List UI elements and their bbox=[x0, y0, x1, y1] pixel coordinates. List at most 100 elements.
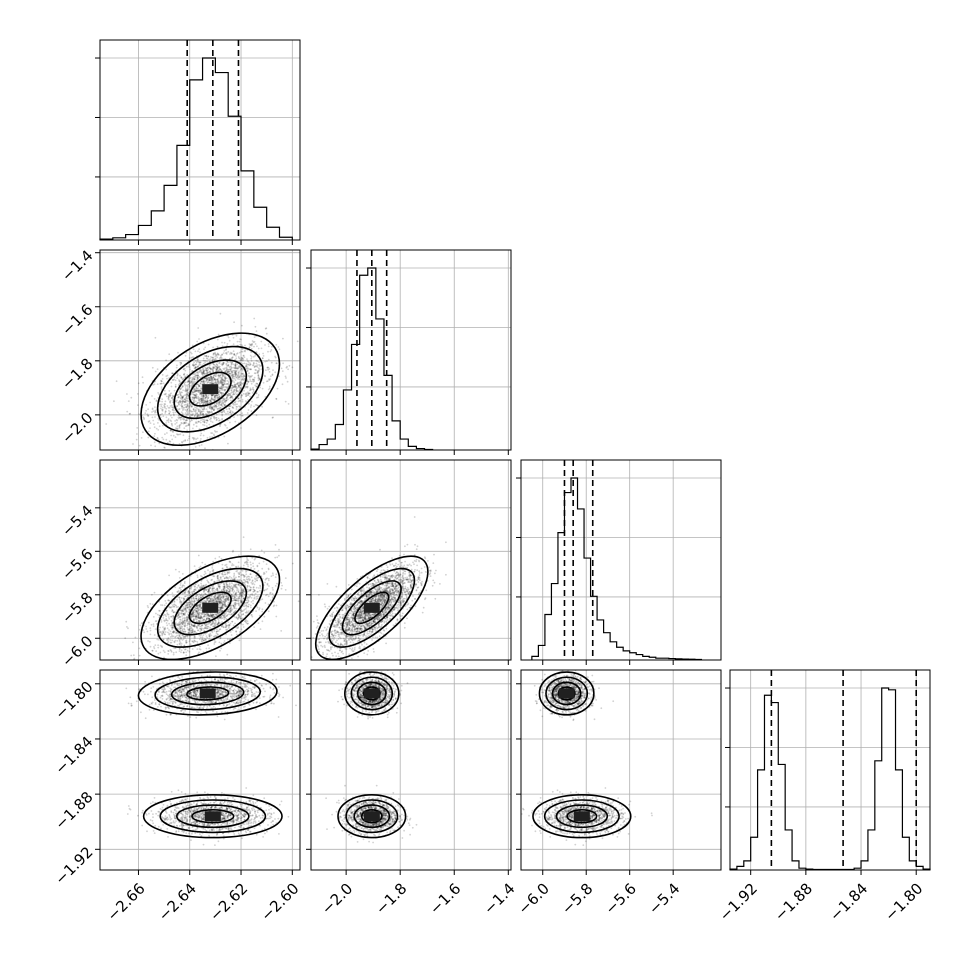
x-tick-label-1-3: −1.4 bbox=[480, 880, 518, 918]
contour-3-0-0-1 bbox=[154, 676, 262, 711]
density-peak-3-1-0 bbox=[363, 688, 380, 699]
pair-panel-3-0 bbox=[95, 669, 301, 875]
contour-3-0-0-3 bbox=[186, 686, 230, 701]
density-peak-2-0-0 bbox=[202, 602, 219, 613]
x-tick-label-1-0: −2.0 bbox=[318, 880, 356, 918]
y-tick-label-2-0: −6.0 bbox=[58, 632, 96, 670]
density-peak-2-1-0 bbox=[363, 602, 380, 613]
x-tick-label-1-1: −1.8 bbox=[372, 880, 410, 918]
histogram-0 bbox=[99, 57, 293, 240]
histogram-3 bbox=[729, 687, 931, 871]
panel-frame-2-2 bbox=[520, 459, 722, 661]
contour-3-1-0-2 bbox=[356, 681, 387, 706]
histogram-2 bbox=[531, 477, 703, 661]
panel-frame-3-1 bbox=[310, 669, 512, 871]
x-tick-label-2-0: −6.0 bbox=[514, 880, 552, 918]
contour-3-2-1-1 bbox=[543, 799, 620, 834]
contour-3-1-0-0 bbox=[344, 671, 400, 716]
panel-frame-1-1 bbox=[310, 249, 512, 451]
contour-3-0-1-1 bbox=[159, 799, 267, 834]
pair-content-3-0 bbox=[125, 670, 297, 846]
contour-3-2-0-1 bbox=[545, 676, 589, 711]
density-peak-1-0-0 bbox=[202, 384, 219, 395]
contour-3-2-0-0 bbox=[538, 671, 595, 716]
contour-2-0-0-3 bbox=[188, 591, 232, 625]
contour-3-1-1-2 bbox=[353, 804, 391, 829]
density-peak-3-2-1 bbox=[573, 811, 590, 822]
x-tick-label-3-0: −1.92 bbox=[716, 880, 761, 925]
y-tick-label-1-0: −2.0 bbox=[58, 409, 96, 447]
contour-2-1-0-2 bbox=[341, 580, 402, 636]
contour-1-0-0-0 bbox=[140, 332, 281, 447]
contour-1-0-0-2 bbox=[173, 359, 248, 420]
y-tick-label-2-3: −5.4 bbox=[58, 502, 96, 540]
hist-panel-2 bbox=[516, 459, 722, 665]
y-tick-label-1-1: −1.8 bbox=[58, 355, 96, 393]
pair-panel-2-0 bbox=[95, 459, 301, 665]
scatter-points-1-0-0 bbox=[105, 312, 299, 450]
contour-3-1-0-1 bbox=[350, 676, 394, 711]
contour-3-2-0-3 bbox=[557, 686, 576, 701]
x-tick-label-0-3: −2.60 bbox=[257, 880, 302, 925]
pair-content-3-2 bbox=[521, 670, 653, 846]
pair-panel-2-1 bbox=[306, 459, 512, 665]
x-tick-label-0-2: −2.62 bbox=[206, 880, 251, 925]
contour-2-1-0-1 bbox=[328, 567, 416, 648]
pair-panel-3-2 bbox=[516, 669, 722, 875]
y-tick-label-1-3: −1.4 bbox=[58, 247, 96, 285]
contour-3-2-1-2 bbox=[555, 804, 609, 829]
contour-2-0-0-2 bbox=[173, 580, 248, 636]
contour-3-0-0-2 bbox=[170, 681, 245, 706]
contour-2-0-0-1 bbox=[156, 567, 264, 648]
x-tick-label-2-2: −5.6 bbox=[601, 880, 639, 918]
contour-3-2-0-2 bbox=[551, 681, 582, 706]
y-tick-label-3-1: −1.88 bbox=[51, 788, 96, 833]
contour-3-1-1-1 bbox=[345, 799, 399, 834]
x-tick-label-1-2: −1.6 bbox=[426, 880, 464, 918]
contour-3-1-1-3 bbox=[360, 809, 383, 824]
panel-frame-3-0 bbox=[99, 669, 301, 871]
x-tick-label-3-2: −1.84 bbox=[826, 880, 871, 925]
panel-frame-0-0 bbox=[99, 39, 301, 241]
x-tick-label-2-3: −5.4 bbox=[645, 880, 683, 918]
x-tick-label-3-1: −1.88 bbox=[771, 880, 816, 925]
density-peak-3-1-1 bbox=[363, 811, 380, 822]
y-tick-label-3-2: −1.84 bbox=[51, 733, 96, 778]
contour-3-2-1-3 bbox=[566, 809, 598, 824]
panel-frame-3-3 bbox=[729, 669, 931, 871]
panel-frame-1-0 bbox=[99, 249, 301, 451]
contour-2-1-0-0 bbox=[314, 555, 429, 660]
x-tick-label-3-3: −1.80 bbox=[881, 880, 926, 925]
panels-layer bbox=[95, 39, 931, 875]
contour-3-1-0-3 bbox=[362, 686, 381, 701]
x-tick-label-0-1: −2.64 bbox=[155, 880, 200, 925]
x-tick-label-2-1: −5.8 bbox=[558, 880, 596, 918]
contour-1-0-0-1 bbox=[156, 345, 264, 433]
hist-panel-3 bbox=[725, 669, 931, 875]
y-tick-label-3-0: −1.92 bbox=[51, 843, 96, 888]
pair-content-1-0 bbox=[105, 312, 299, 450]
pair-content-2-0 bbox=[124, 536, 300, 660]
y-tick-label-2-1: −5.8 bbox=[58, 589, 96, 627]
y-tick-label-1-2: −1.6 bbox=[58, 301, 96, 339]
panel-frame-3-2 bbox=[520, 669, 722, 871]
density-peak-3-0-1 bbox=[204, 811, 221, 822]
contour-2-0-0-0 bbox=[140, 555, 281, 660]
contour-3-0-0-0 bbox=[137, 671, 278, 716]
density-peak-3-0-0 bbox=[199, 688, 216, 699]
contour-3-0-1-2 bbox=[176, 804, 250, 829]
y-tick-label-3-3: −1.80 bbox=[51, 678, 96, 723]
y-tick-label-2-2: −5.6 bbox=[58, 545, 96, 583]
pair-panel-3-1 bbox=[306, 669, 512, 875]
contour-1-0-0-3 bbox=[188, 371, 232, 407]
histogram-1 bbox=[310, 267, 434, 451]
pair-content-2-1 bbox=[311, 516, 447, 660]
hist-panel-0 bbox=[95, 39, 301, 245]
pair-content-3-1 bbox=[325, 670, 418, 844]
x-tick-label-0-0: −2.66 bbox=[103, 880, 148, 925]
panel-frame-2-0 bbox=[99, 459, 301, 661]
pair-panel-1-0 bbox=[95, 249, 301, 455]
contour-3-0-1-3 bbox=[191, 809, 235, 824]
contour-3-0-1-0 bbox=[142, 794, 283, 839]
